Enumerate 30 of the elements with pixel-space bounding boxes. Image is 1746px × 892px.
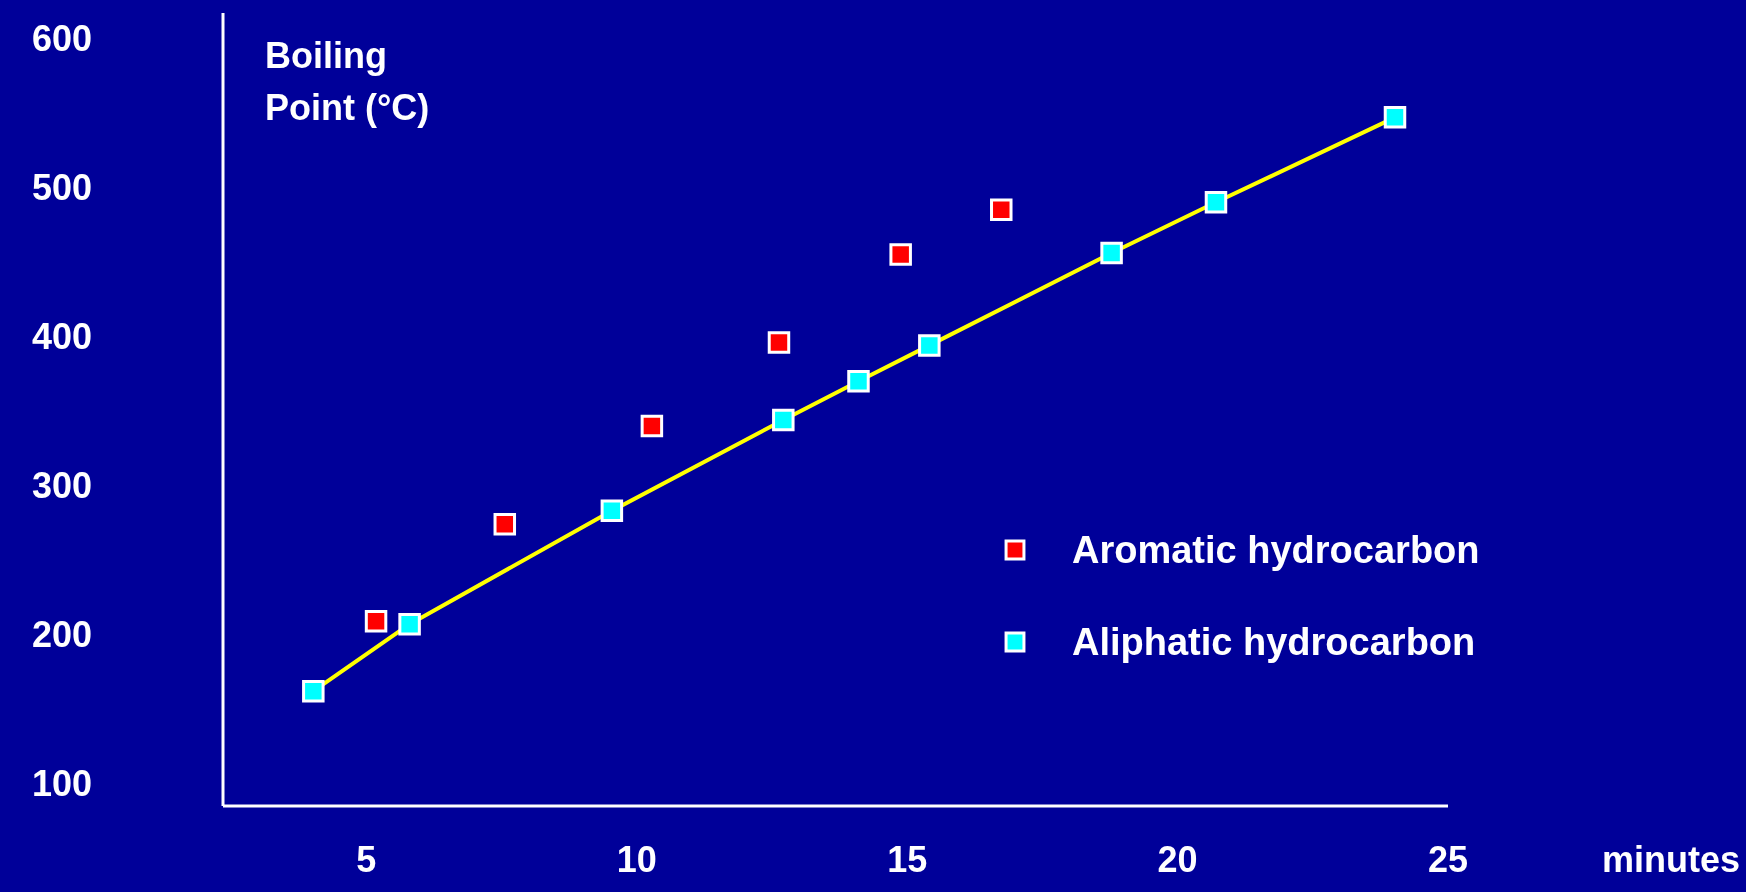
point xyxy=(918,334,941,357)
x-tick-label: 10 xyxy=(616,839,657,880)
x-tick-label: 5 xyxy=(356,839,377,880)
y-tick-label: 600 xyxy=(31,17,92,59)
point xyxy=(990,198,1013,222)
point xyxy=(1204,191,1228,214)
x-tick-label: 15 xyxy=(887,839,928,880)
point xyxy=(600,499,624,523)
y-tick-label: 100 xyxy=(31,763,92,805)
point xyxy=(493,513,517,536)
point xyxy=(302,679,325,703)
point xyxy=(398,612,421,636)
y-tick-label: 400 xyxy=(31,316,92,358)
point xyxy=(767,331,791,354)
point xyxy=(364,609,388,633)
point xyxy=(640,414,664,438)
legend-label: Aromatic hydrocarbon xyxy=(1072,529,1480,572)
x-tick-label: 20 xyxy=(1157,839,1198,880)
legend-label: Aliphatic hydrocarbon xyxy=(1072,621,1476,664)
y-tick-label: 300 xyxy=(31,465,92,507)
x-tick-label: 25 xyxy=(1427,839,1469,880)
x-axis-title: minutes xyxy=(1601,839,1740,880)
point xyxy=(889,243,912,266)
y-tick-label: 500 xyxy=(31,167,92,208)
point xyxy=(772,408,795,432)
point xyxy=(1383,106,1407,129)
point xyxy=(1100,241,1123,265)
y-axis-title: Boiling Point (°C) xyxy=(265,35,430,128)
y-tick-label: 200 xyxy=(31,614,92,656)
point xyxy=(847,369,870,393)
